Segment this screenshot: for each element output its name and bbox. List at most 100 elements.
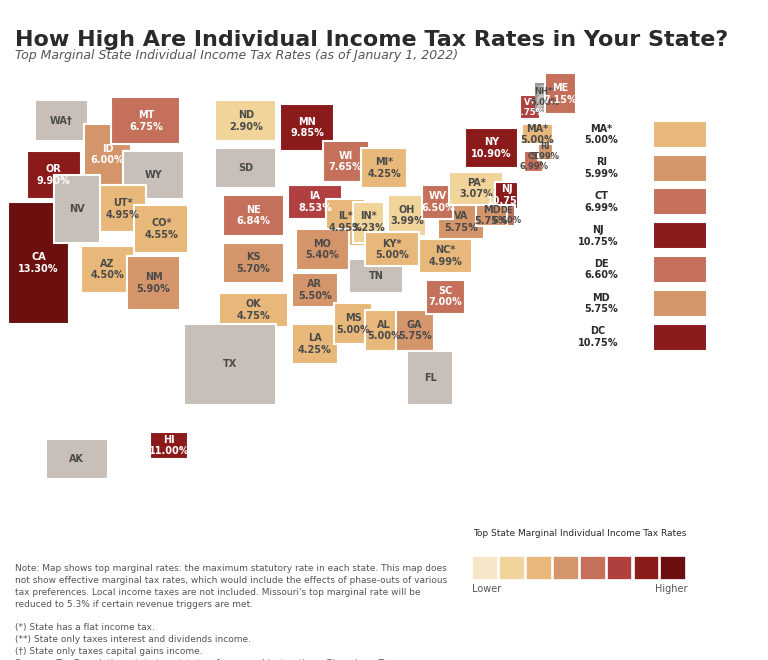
- Bar: [54, 175, 100, 243]
- Text: NE
6.84%: NE 6.84%: [237, 205, 270, 226]
- Bar: [150, 432, 188, 459]
- Bar: [388, 195, 426, 236]
- Text: How High Are Individual Income Tax Rates in Your State?: How High Are Individual Income Tax Rates…: [15, 30, 729, 50]
- Text: Lower: Lower: [472, 584, 502, 594]
- Bar: [449, 172, 503, 205]
- Bar: [465, 127, 518, 168]
- Bar: [84, 124, 131, 185]
- Text: TN: TN: [369, 271, 384, 281]
- Text: MA*
5.00%: MA* 5.00%: [521, 123, 554, 145]
- Text: CT
6.99%: CT 6.99%: [584, 191, 618, 213]
- Text: FL: FL: [424, 373, 436, 383]
- Bar: [520, 96, 539, 119]
- Text: Higher: Higher: [655, 584, 687, 594]
- Bar: [653, 290, 707, 317]
- Text: SC
7.00%: SC 7.00%: [429, 286, 462, 308]
- Bar: [407, 351, 453, 405]
- Bar: [522, 124, 553, 145]
- Bar: [365, 232, 419, 266]
- Text: ND
2.90%: ND 2.90%: [229, 110, 263, 131]
- Text: GA
5.75%: GA 5.75%: [398, 319, 432, 341]
- Text: NH**
5.00%: NH** 5.00%: [531, 87, 560, 107]
- Bar: [123, 151, 184, 199]
- Bar: [526, 556, 551, 579]
- Text: AZ
4.50%: AZ 4.50%: [91, 259, 124, 280]
- Text: DE
6.60%: DE 6.60%: [584, 259, 618, 280]
- Bar: [35, 100, 88, 141]
- Text: Top State Marginal Individual Income Tax Rates: Top State Marginal Individual Income Tax…: [473, 529, 687, 538]
- Bar: [535, 84, 554, 111]
- Bar: [349, 259, 403, 293]
- Bar: [419, 239, 472, 273]
- Bar: [499, 205, 515, 226]
- Bar: [524, 151, 544, 172]
- Bar: [219, 293, 288, 327]
- Text: TAX FOUNDATION: TAX FOUNDATION: [15, 636, 167, 651]
- Text: ME
7.15%: ME 7.15%: [544, 83, 578, 104]
- Text: MT
6.75%: MT 6.75%: [129, 110, 163, 131]
- Bar: [326, 199, 365, 246]
- Bar: [296, 229, 349, 269]
- Text: ID
6.00%: ID 6.00%: [91, 144, 124, 166]
- Text: CO*
4.55%: CO* 4.55%: [144, 218, 178, 240]
- Bar: [634, 556, 658, 579]
- Bar: [422, 185, 453, 219]
- Text: MO
5.40%: MO 5.40%: [306, 238, 339, 260]
- Bar: [46, 439, 108, 479]
- Bar: [653, 189, 707, 215]
- Bar: [472, 556, 497, 579]
- Text: WY: WY: [144, 170, 163, 180]
- Bar: [223, 195, 284, 236]
- Text: NV: NV: [69, 204, 84, 214]
- Text: NJ
10.75%: NJ 10.75%: [487, 184, 527, 206]
- Bar: [476, 205, 507, 226]
- Text: IL*
4.95%: IL* 4.95%: [329, 211, 362, 233]
- Text: TX: TX: [223, 359, 237, 370]
- Text: KS
5.70%: KS 5.70%: [237, 252, 270, 274]
- Bar: [100, 185, 146, 232]
- Bar: [553, 556, 578, 579]
- Text: MN
9.85%: MN 9.85%: [290, 117, 324, 139]
- Bar: [365, 310, 403, 351]
- Bar: [361, 148, 407, 189]
- Bar: [426, 280, 465, 314]
- Bar: [334, 304, 372, 344]
- Text: MS
5.00%: MS 5.00%: [336, 313, 370, 335]
- Text: DC
10.75%: DC 10.75%: [578, 327, 618, 348]
- Text: KY*
5.00%: KY* 5.00%: [375, 238, 409, 260]
- Text: HI
11.00%: HI 11.00%: [149, 435, 189, 456]
- Bar: [323, 141, 369, 182]
- Text: AR
5.50%: AR 5.50%: [298, 279, 332, 301]
- Text: VA
5.75%: VA 5.75%: [444, 211, 478, 233]
- Text: OK
4.75%: OK 4.75%: [237, 300, 270, 321]
- Text: RI
5.99%: RI 5.99%: [531, 141, 560, 161]
- Text: WI
7.65%: WI 7.65%: [329, 150, 362, 172]
- Text: MA*
5.00%: MA* 5.00%: [584, 123, 618, 145]
- Text: UT*
4.95%: UT* 4.95%: [106, 198, 140, 220]
- Bar: [223, 243, 284, 283]
- Bar: [545, 73, 576, 114]
- Bar: [280, 104, 334, 151]
- Bar: [184, 324, 276, 405]
- Text: AK: AK: [69, 454, 84, 464]
- Text: MI*
4.25%: MI* 4.25%: [367, 157, 401, 179]
- Bar: [538, 143, 553, 160]
- Bar: [81, 246, 134, 293]
- Text: Note: Map shows top marginal rates: the maximum statutory rate in each state. Th: Note: Map shows top marginal rates: the …: [15, 564, 448, 660]
- Text: IA
8.53%: IA 8.53%: [298, 191, 332, 213]
- Text: CT
6.99%: CT 6.99%: [519, 152, 548, 171]
- Text: IN*
3.23%: IN* 3.23%: [352, 211, 386, 233]
- Bar: [438, 205, 484, 239]
- Text: OH
3.99%: OH 3.99%: [390, 205, 424, 226]
- Bar: [215, 148, 276, 189]
- Bar: [215, 100, 276, 141]
- Text: OR
9.90%: OR 9.90%: [37, 164, 71, 185]
- Bar: [396, 310, 434, 351]
- Text: NM
5.90%: NM 5.90%: [137, 273, 170, 294]
- Bar: [580, 556, 604, 579]
- Bar: [495, 182, 518, 209]
- Text: DE
6.60%: DE 6.60%: [492, 206, 521, 225]
- Text: SD: SD: [238, 163, 253, 173]
- Text: VT
8.75%: VT 8.75%: [515, 98, 545, 117]
- Text: LA
4.25%: LA 4.25%: [298, 333, 332, 355]
